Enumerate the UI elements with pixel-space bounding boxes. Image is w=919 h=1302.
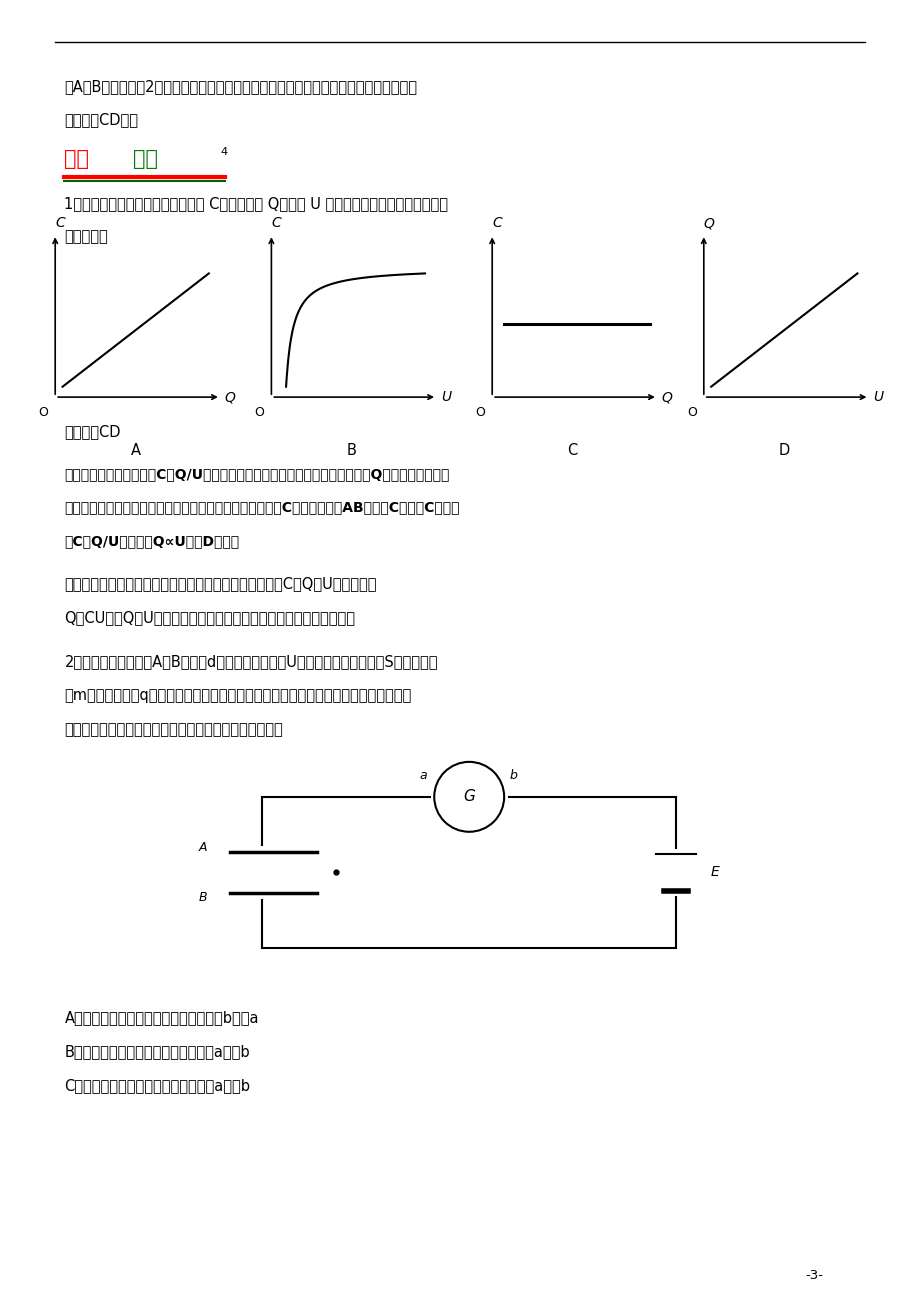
Text: U: U	[440, 391, 451, 404]
Text: 为m，带电量为－q的油滴恰好静止在两板之间，如图所示，在保持其他条件不变的情况: 为m，带电量为－q的油滴恰好静止在两板之间，如图所示，在保持其他条件不变的情况	[64, 689, 411, 703]
Text: C．油滴静止不动，电流计中的电流从a流向b: C．油滴静止不动，电流计中的电流从a流向b	[64, 1078, 250, 1092]
Text: B: B	[199, 891, 207, 904]
Text: 间的电压无关，由电容器本身决定，对于给定的电容器电容C是一定的，故AB错误，C正确：C一定，: 间的电压无关，由电容器本身决定，对于给定的电容器电容C是一定的，故AB错误，C正…	[64, 501, 460, 514]
Text: 1．对一电容器充电时电容器的电容 C，带电荷量 Q，电压 U 之间的关系图象如下图所示，其: 1．对一电容器充电时电容器的电容 C，带电荷量 Q，电压 U 之间的关系图象如下…	[64, 197, 448, 211]
Text: 4: 4	[221, 147, 228, 158]
Text: 【名师点睛】解决本题的关键是掌握电容的定义式，知道C与Q和U无关，根据: 【名师点睛】解决本题的关键是掌握电容的定义式，知道C与Q和U无关，根据	[64, 577, 377, 591]
Text: 下，将两板非常缓慢地水平错开一些，以下说法正确的是: 下，将两板非常缓慢地水平错开一些，以下说法正确的是	[64, 723, 283, 737]
Text: B: B	[346, 443, 357, 458]
Text: O: O	[475, 406, 484, 419]
Text: B．油滴将下运动，电流计中的电流从a流向b: B．油滴将下运动，电流计中的电流从a流向b	[64, 1044, 250, 1059]
Text: Q＝CU，知Q与U成正比，同时理解电容器电容大小与哪些因素有关。: Q＝CU，知Q与U成正比，同时理解电容器电容大小与哪些因素有关。	[64, 611, 355, 625]
Text: b: b	[509, 769, 516, 783]
Text: C: C	[492, 216, 501, 230]
Text: C: C	[55, 216, 64, 230]
Text: A: A	[199, 841, 207, 854]
Text: O: O	[255, 406, 264, 419]
Text: G: G	[463, 789, 474, 805]
Text: Q: Q	[224, 391, 235, 404]
Text: 【解析】电容的定义式是C＝Q/U，可知电容器电容的大小与电容器所蓄电荷量Q以及电容器两板之: 【解析】电容的定义式是C＝Q/U，可知电容器电容的大小与电容器所蓄电荷量Q以及电…	[64, 467, 449, 480]
Text: A: A	[130, 443, 141, 458]
Text: 故A对B错。开关接2时，平行板电容器被导线短接而放电，瞬间极板上的电荷中和，均不: 故A对B错。开关接2时，平行板电容器被导线短接而放电，瞬间极板上的电荷中和，均不	[64, 79, 417, 94]
Text: E: E	[709, 866, 719, 879]
Text: 由C＝Q/U，得知，Q∝U，故D正确。: 由C＝Q/U，得知，Q∝U，故D正确。	[64, 535, 239, 548]
Text: 带电，故CD错。: 带电，故CD错。	[64, 112, 138, 126]
Text: A．油滴将向上运动，电流计中的电流从b流向a: A．油滴将向上运动，电流计中的电流从b流向a	[64, 1010, 258, 1025]
Text: 【答案】CD: 【答案】CD	[64, 424, 120, 439]
Text: O: O	[39, 406, 48, 419]
Text: C: C	[271, 216, 280, 230]
Text: Q: Q	[661, 391, 672, 404]
Text: C: C	[567, 443, 577, 458]
Text: a: a	[419, 769, 426, 783]
Text: D: D	[777, 443, 789, 458]
Text: O: O	[686, 406, 696, 419]
Text: Q: Q	[702, 216, 713, 230]
Text: 中正确的是: 中正确的是	[64, 229, 108, 243]
Text: 拓展: 拓展	[133, 150, 158, 169]
Text: -3-: -3-	[804, 1268, 823, 1281]
Text: U: U	[872, 391, 883, 404]
Text: 2．两个较大的平行板A、B相距为d，分别接在电压为U的电源正负极上，开关S闭合时质量: 2．两个较大的平行板A、B相距为d，分别接在电压为U的电源正负极上，开关S闭合时…	[64, 655, 437, 669]
Text: 变式: 变式	[64, 150, 89, 169]
